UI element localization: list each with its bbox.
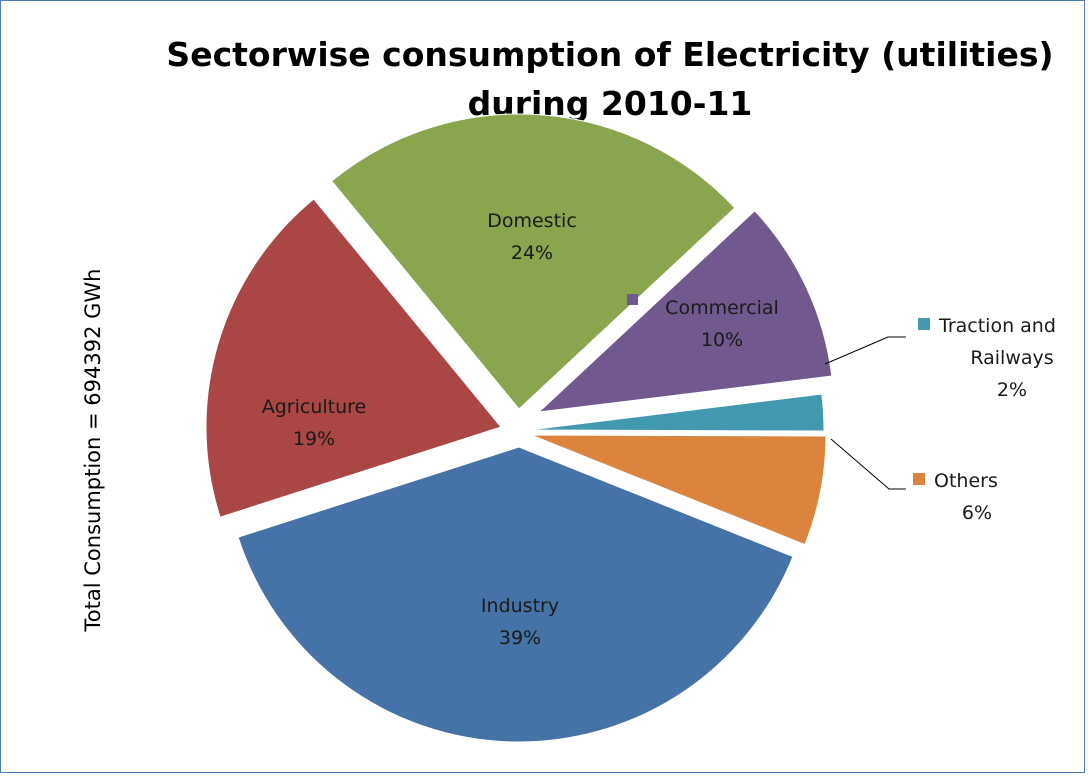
pie-slice-domestic <box>331 113 736 410</box>
pie-slice-industry <box>237 446 794 743</box>
pie-slice-others <box>530 434 827 546</box>
legend-key-traction-and-railways <box>918 318 930 330</box>
legend-key-commercial <box>627 294 638 305</box>
slice-name-agriculture: Agriculture <box>262 396 367 418</box>
total-consumption-label: Total Consumption = 694392 GWh <box>81 269 105 633</box>
pie-slices <box>205 113 833 743</box>
legend-key-others <box>913 473 925 485</box>
slice-percent-domestic: 24% <box>511 242 553 264</box>
pie-labels: Industry 39% Agriculture 19% Domestic 24% Comm… <box>262 210 1056 649</box>
slice-name-traction-and-railways: Traction and <box>938 315 1056 337</box>
chart-title-line1: Sectorwise consumption of Electricity (u… <box>166 35 1053 74</box>
slice-name-others: Others <box>934 470 998 492</box>
slice-percent-traction-and-railways: 2% <box>997 379 1027 401</box>
leader-line-others <box>830 438 906 490</box>
slice-percent-others: 6% <box>962 502 992 524</box>
slice-percent-industry: 39% <box>499 627 541 649</box>
slice-name-industry: Industry <box>481 595 559 617</box>
slice-percent-agriculture: 19% <box>293 428 335 450</box>
pie-slice-traction-and-railways <box>528 393 825 432</box>
pie-slice-commercial <box>537 210 833 413</box>
pie-slice-agriculture <box>205 198 502 518</box>
slice-name-commercial: Commercial <box>665 297 779 319</box>
leader-line-traction-and-railways <box>824 336 906 365</box>
slice-name-domestic: Domestic <box>487 210 577 232</box>
slice-name-traction-and-railways: Railways <box>970 347 1053 369</box>
slice-percent-commercial: 10% <box>701 329 743 351</box>
